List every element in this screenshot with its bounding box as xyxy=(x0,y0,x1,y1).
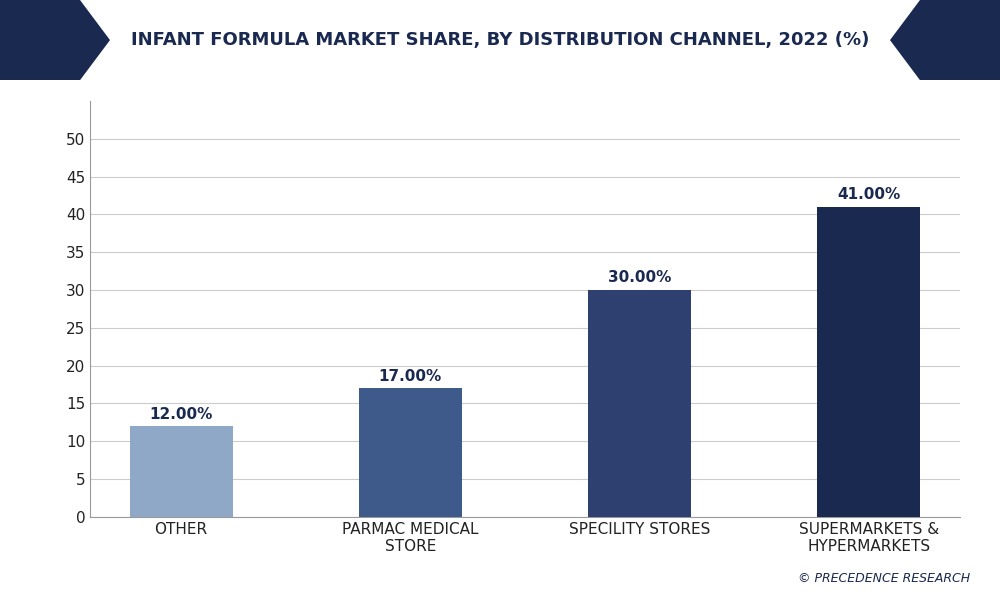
Text: INFANT FORMULA MARKET SHARE, BY DISTRIBUTION CHANNEL, 2022 (%): INFANT FORMULA MARKET SHARE, BY DISTRIBU… xyxy=(131,31,869,49)
Text: © PRECEDENCE RESEARCH: © PRECEDENCE RESEARCH xyxy=(798,572,970,585)
Polygon shape xyxy=(890,0,1000,80)
Text: 41.00%: 41.00% xyxy=(837,187,900,203)
Bar xyxy=(817,207,920,517)
Text: 30.00%: 30.00% xyxy=(608,270,671,286)
Text: 17.00%: 17.00% xyxy=(379,369,442,384)
Text: 12.00%: 12.00% xyxy=(149,406,213,422)
Bar xyxy=(359,388,462,517)
Bar xyxy=(130,426,233,517)
Bar xyxy=(588,290,691,517)
Bar xyxy=(80,0,920,80)
Polygon shape xyxy=(0,0,110,80)
